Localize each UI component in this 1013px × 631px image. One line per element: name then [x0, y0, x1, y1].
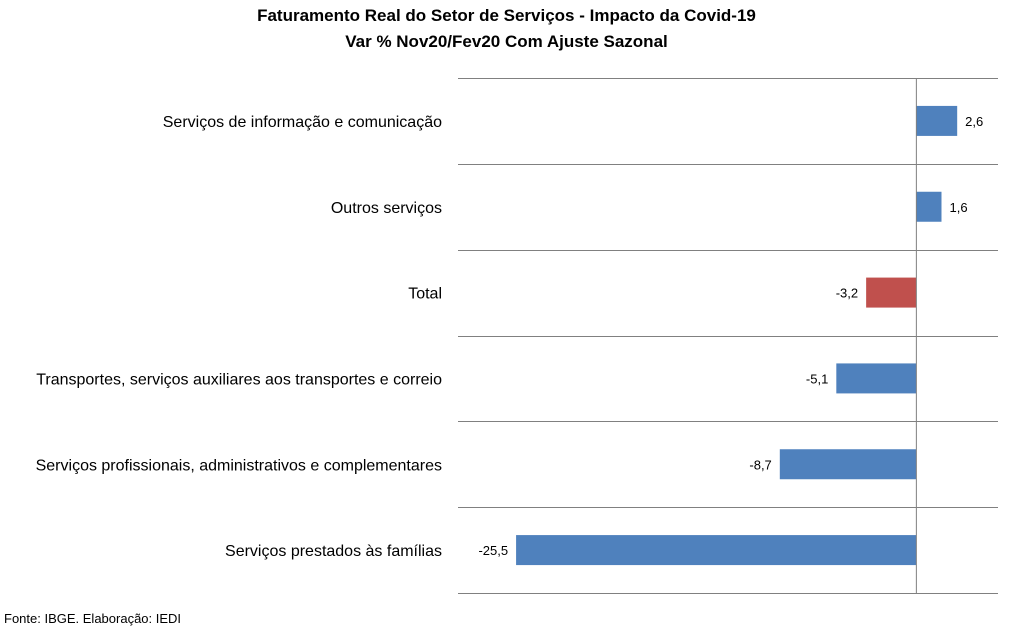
bar — [916, 105, 958, 136]
chart-title: Faturamento Real do Setor de Serviços - … — [257, 6, 756, 25]
data-label: -25,5 — [478, 543, 508, 558]
category-label: Serviços de informação e comunicação — [163, 114, 442, 131]
data-label: -3,2 — [836, 286, 858, 301]
chart-subtitle: Var % Nov20/Fev20 Com Ajuste Sazonal — [345, 32, 668, 51]
bar — [516, 535, 917, 566]
bar — [916, 191, 942, 222]
category-label: Serviços profissionais, administrativos … — [36, 457, 442, 474]
bar — [866, 277, 917, 308]
bar — [779, 449, 917, 480]
data-label: 1,6 — [949, 200, 967, 215]
category-label: Transportes, serviços auxiliares aos tra… — [36, 371, 442, 388]
data-label: -8,7 — [749, 457, 771, 472]
category-label: Serviços prestados às famílias — [225, 543, 442, 560]
category-label: Total — [408, 286, 442, 303]
data-label: -5,1 — [806, 371, 828, 386]
data-label: 2,6 — [965, 114, 983, 129]
bar — [836, 363, 917, 394]
source-note: Fonte: IBGE. Elaboração: IEDI — [4, 611, 182, 626]
category-label: Outros serviços — [331, 200, 442, 217]
